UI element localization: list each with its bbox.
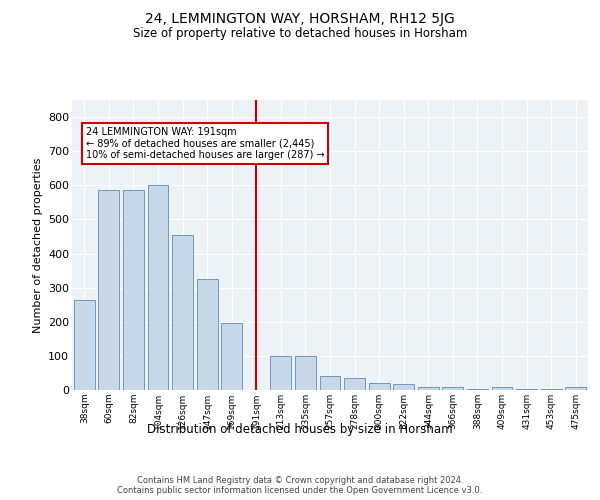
Bar [172,235,193,390]
Bar [148,186,169,390]
Text: Contains HM Land Registry data © Crown copyright and database right 2024.
Contai: Contains HM Land Registry data © Crown c… [118,476,482,495]
Text: Distribution of detached houses by size in Horsham: Distribution of detached houses by size … [147,422,453,436]
Y-axis label: Number of detached properties: Number of detached properties [32,158,43,332]
Bar [344,378,365,390]
Bar [271,356,292,390]
Bar [221,324,242,390]
Text: 24 LEMMINGTON WAY: 191sqm
← 89% of detached houses are smaller (2,445)
10% of se: 24 LEMMINGTON WAY: 191sqm ← 89% of detac… [86,128,324,160]
Bar [197,279,218,390]
Bar [442,388,463,390]
Bar [320,376,340,390]
Bar [565,388,586,390]
Bar [123,190,144,390]
Bar [98,190,119,390]
Bar [74,300,95,390]
Bar [393,384,414,390]
Text: Size of property relative to detached houses in Horsham: Size of property relative to detached ho… [133,28,467,40]
Bar [491,388,512,390]
Text: 24, LEMMINGTON WAY, HORSHAM, RH12 5JG: 24, LEMMINGTON WAY, HORSHAM, RH12 5JG [145,12,455,26]
Bar [368,383,389,390]
Bar [418,386,439,390]
Bar [295,356,316,390]
